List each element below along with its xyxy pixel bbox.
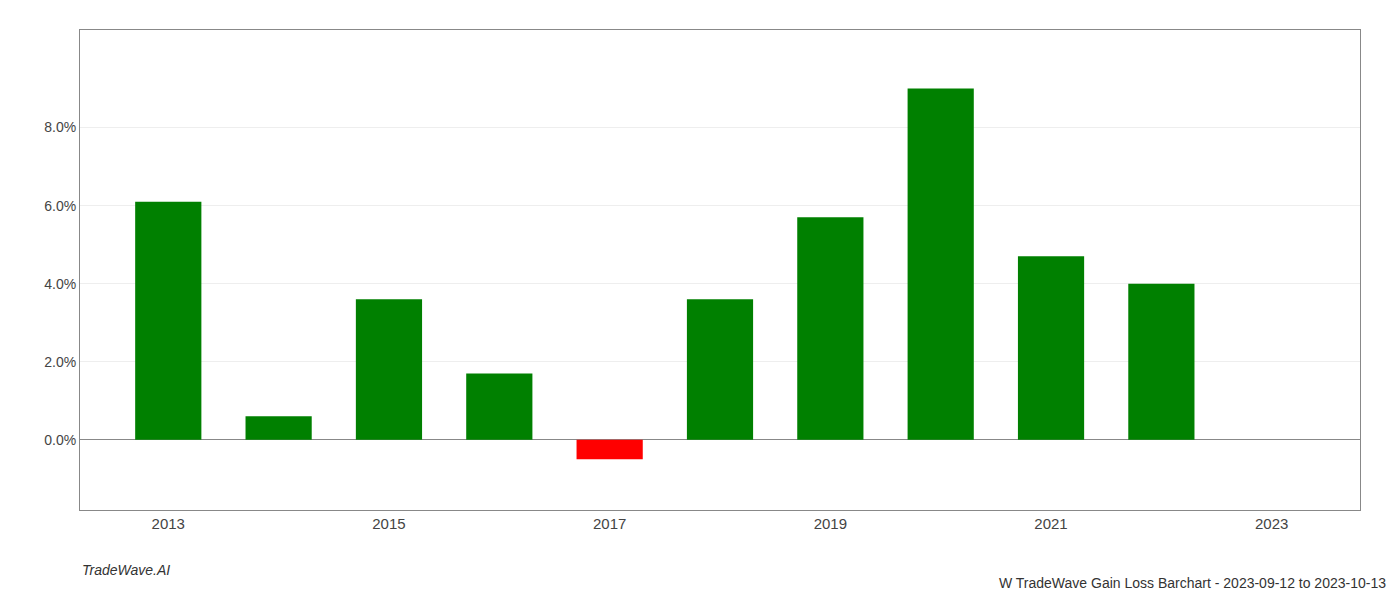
svg-text:6.0%: 6.0% (44, 198, 76, 214)
svg-text:2021: 2021 (1034, 515, 1067, 532)
svg-text:2.0%: 2.0% (44, 354, 76, 370)
svg-text:2023: 2023 (1255, 515, 1288, 532)
svg-text:2013: 2013 (152, 515, 185, 532)
svg-text:2015: 2015 (372, 515, 405, 532)
svg-text:TradeWave.AI: TradeWave.AI (82, 562, 170, 578)
svg-text:4.0%: 4.0% (44, 276, 76, 292)
svg-text:2019: 2019 (814, 515, 847, 532)
svg-text:W TradeWave Gain Loss Barchart: W TradeWave Gain Loss Barchart - 2023-09… (999, 575, 1386, 591)
svg-text:8.0%: 8.0% (44, 119, 76, 135)
svg-text:2017: 2017 (593, 515, 626, 532)
svg-text:0.0%: 0.0% (44, 432, 76, 448)
